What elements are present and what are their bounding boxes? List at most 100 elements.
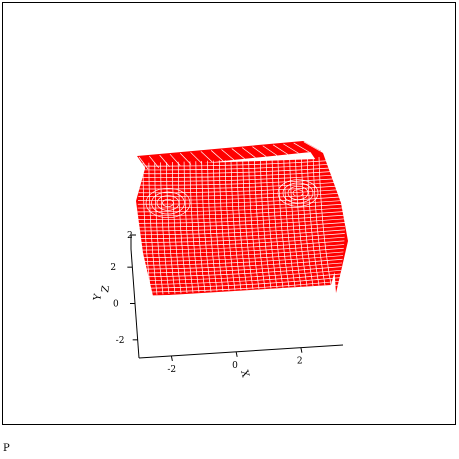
mesh-top (293, 142, 310, 153)
mesh-column (166, 162, 176, 294)
mesh-row (138, 255, 344, 266)
mesh-swirl (287, 185, 309, 201)
mesh-column (171, 161, 182, 294)
mesh-row (137, 207, 345, 217)
mesh-row (137, 200, 345, 209)
mesh-swirl (156, 195, 180, 211)
mesh-top (149, 155, 160, 169)
mesh-top (179, 153, 192, 165)
mesh-top (262, 145, 278, 156)
mesh-column (207, 160, 218, 292)
mesh-top (190, 152, 202, 164)
plot-3d: -2 0 2 -2 0 2 2 X Y Z (92, 141, 348, 380)
mesh-row (137, 247, 344, 259)
mesh-column (265, 158, 278, 289)
x-ticks: -2 0 2 (167, 347, 303, 375)
z-ticks: 2 (127, 231, 136, 241)
mesh-top (159, 154, 170, 167)
mesh-row (139, 273, 341, 285)
mesh-column (230, 159, 242, 291)
mesh-column (318, 156, 332, 286)
mesh-column (301, 157, 314, 287)
mesh-top (210, 150, 224, 162)
mesh-row (138, 251, 344, 262)
mesh-row (136, 222, 346, 232)
mesh-row (140, 159, 340, 167)
mesh-row (138, 185, 343, 194)
x-tick-mark (235, 351, 238, 357)
mesh-column (283, 158, 296, 288)
mesh-row (137, 225, 346, 236)
mesh-column (183, 161, 194, 293)
z-tick-label: 2 (127, 231, 133, 241)
mesh-swirl (151, 191, 185, 215)
mesh-top (231, 148, 245, 160)
mesh-column (306, 157, 320, 286)
mesh-row (140, 163, 340, 171)
x-tick-mark (300, 347, 303, 353)
mesh-column (189, 161, 200, 293)
mesh-row (137, 244, 345, 255)
mesh-column (201, 160, 212, 292)
mesh-row (140, 284, 340, 297)
z-axis-label: Z (100, 285, 112, 294)
x-axis-label: X (238, 369, 251, 380)
mesh-swirl (282, 182, 314, 204)
surface-wireframe (136, 141, 346, 297)
x-tick-label: 2 (297, 357, 303, 367)
surface-top-face (137, 141, 321, 169)
y-tick-label: -2 (116, 336, 125, 346)
mesh-row (138, 181, 343, 190)
mesh-row (138, 192, 344, 201)
mesh-column (248, 159, 260, 290)
mesh-column (148, 162, 158, 295)
mesh-column (195, 161, 206, 293)
mesh-swirl (292, 189, 304, 197)
y-ticks: -2 0 2 (110, 263, 138, 346)
mesh-row (138, 262, 343, 274)
mesh-column (213, 160, 224, 292)
mesh-row (139, 174, 342, 182)
mesh-column (177, 161, 188, 294)
caption: P (3, 443, 10, 454)
plot-frame: -2 0 2 -2 0 2 2 X Y Z (2, 2, 456, 425)
mesh-row (137, 236, 345, 247)
x-tick-mark (170, 355, 173, 362)
mesh-top (283, 143, 299, 154)
mesh-top (272, 144, 288, 155)
surface-mesh (136, 141, 348, 297)
mesh-top (169, 153, 181, 166)
x-tick-label: -2 (167, 365, 176, 375)
y-axis-label: Y (92, 293, 104, 303)
x-axis-line (138, 344, 344, 359)
mesh-column (271, 158, 284, 288)
mesh-column (236, 159, 248, 290)
mesh-column (142, 162, 152, 296)
mesh-row (140, 280, 340, 293)
mesh-column (289, 157, 302, 287)
mesh-row (140, 167, 341, 175)
mesh-swirl (277, 179, 319, 207)
mesh-column (259, 158, 272, 289)
mesh-column (154, 162, 164, 295)
mesh-row (138, 258, 343, 270)
mesh-column (295, 157, 308, 287)
mesh-top (252, 146, 267, 157)
axes-group: -2 0 2 -2 0 2 2 X Y Z (92, 231, 344, 380)
mesh-top (200, 151, 213, 163)
mesh-top (138, 156, 149, 170)
mesh-column (254, 159, 266, 289)
mesh-top (303, 141, 321, 152)
mesh-top (221, 149, 235, 161)
mesh-column (277, 158, 290, 288)
mesh-column (242, 159, 254, 290)
x-tick-label: 0 (232, 361, 238, 371)
y-tick-label: 2 (110, 263, 116, 273)
mesh-row (139, 170, 341, 178)
mesh-swirl (145, 187, 191, 219)
mesh-row (139, 178, 342, 186)
mesh-top (241, 147, 256, 159)
mesh-swirl (162, 198, 174, 208)
mesh-column (224, 160, 236, 291)
mesh-row (139, 266, 342, 278)
